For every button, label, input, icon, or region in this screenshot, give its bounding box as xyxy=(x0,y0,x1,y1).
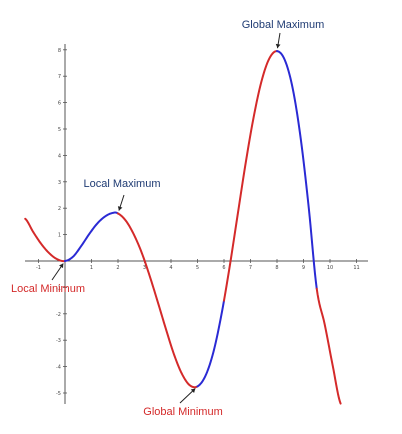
local-maximum-arrow xyxy=(117,194,125,211)
y-tick-label: 3 xyxy=(58,180,61,186)
curve-segment xyxy=(24,217,66,263)
x-tick-label: 6 xyxy=(222,265,225,271)
local-minimum-label: Local Minimum xyxy=(11,283,85,295)
y-tick-label: -4 xyxy=(56,365,61,371)
curve-segment xyxy=(196,299,225,388)
x-tick-label: 9 xyxy=(302,265,305,271)
local-minimum-arrow xyxy=(51,263,64,281)
x-tick-label: 11 xyxy=(353,265,359,271)
x-tick-label: 10 xyxy=(327,265,333,271)
y-tick-label: 8 xyxy=(58,48,61,54)
y-tick-label: 1 xyxy=(58,233,61,239)
y-tick-label: -1 xyxy=(56,285,61,291)
global-minimum-arrow xyxy=(179,388,196,404)
x-tick-label: 7 xyxy=(249,265,252,271)
curve-segment xyxy=(223,50,278,302)
x-tick-label: 1 xyxy=(90,265,93,271)
y-tick-label: 7 xyxy=(58,74,61,80)
global-minimum-label: Global Minimum xyxy=(143,406,222,418)
global-maximum-arrow xyxy=(275,32,281,49)
curve-segment xyxy=(276,50,318,290)
curve-segment xyxy=(117,212,199,389)
y-tick-label: -5 xyxy=(56,391,61,397)
curve xyxy=(24,50,342,405)
y-tick-label: -2 xyxy=(56,312,61,318)
x-tick-label: 5 xyxy=(196,265,199,271)
x-tick-label: 3 xyxy=(143,265,146,271)
y-tick-label: 5 xyxy=(58,127,61,133)
global-maximum-label: Global Maximum xyxy=(242,19,325,31)
y-tick-label: 2 xyxy=(58,206,61,212)
x-tick-label: 8 xyxy=(275,265,278,271)
curve-segment xyxy=(315,287,342,405)
curve-segment xyxy=(64,211,119,262)
y-tick-label: 4 xyxy=(58,153,61,159)
x-tick-label: -1 xyxy=(36,265,41,271)
local-maximum-label: Local Maximum xyxy=(83,178,160,190)
y-tick-label: 6 xyxy=(58,101,61,107)
annotations: Global Maximum Local Maximum Local Minimum… xyxy=(11,19,324,418)
x-tick-label: 2 xyxy=(116,265,119,271)
x-tick-label: 4 xyxy=(169,265,172,271)
axes: -1 1 2 3 4 5 6 7 8 9 10 11 8 7 6 5 4 3 2 1 -1 -2 -3 -4 -5 xyxy=(25,44,368,404)
y-tick-label: -3 xyxy=(56,338,61,344)
